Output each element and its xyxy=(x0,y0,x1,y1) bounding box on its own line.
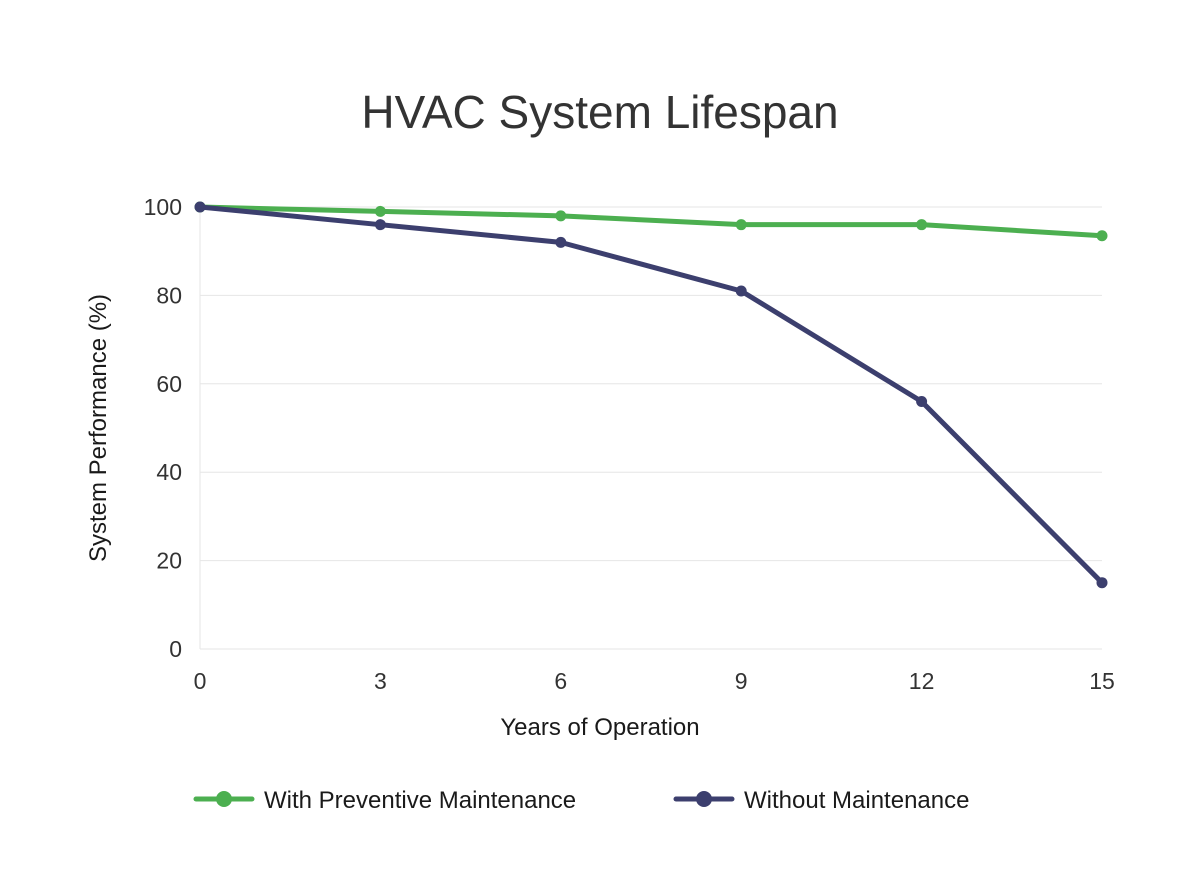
data-point xyxy=(555,210,567,222)
x-tick-label: 0 xyxy=(194,668,207,694)
x-tick-label: 3 xyxy=(374,668,387,694)
x-tick-label: 9 xyxy=(735,668,748,694)
grid-lines xyxy=(199,206,1102,650)
data-point xyxy=(1096,577,1108,589)
chart-title: HVAC System Lifespan xyxy=(361,86,838,138)
y-tick-label: 40 xyxy=(156,459,182,485)
y-tick-label: 80 xyxy=(156,282,182,308)
series-1 xyxy=(194,201,1108,589)
data-point xyxy=(735,285,747,297)
x-tick-label: 12 xyxy=(909,668,935,694)
x-axis-label: Years of Operation xyxy=(500,714,699,741)
y-tick-label: 100 xyxy=(144,194,182,220)
data-point xyxy=(555,236,567,248)
data-point xyxy=(916,395,928,407)
x-tick-label: 15 xyxy=(1089,668,1115,694)
x-tick-label: 6 xyxy=(554,668,567,694)
data-point xyxy=(916,219,928,231)
data-point xyxy=(374,219,386,231)
legend-swatch-marker xyxy=(216,791,232,807)
data-point xyxy=(374,205,386,217)
y-axis-ticks: 0 20 40 60 80 100 xyxy=(144,194,182,662)
series-0 xyxy=(194,201,1108,242)
legend-swatch-marker xyxy=(696,791,712,807)
series-line xyxy=(197,204,1105,239)
legend-label: With Preventive Maintenance xyxy=(264,787,576,814)
y-tick-label: 60 xyxy=(156,371,182,397)
data-point xyxy=(735,219,747,231)
y-axis-label: System Performance (%) xyxy=(85,294,112,562)
legend: With Preventive Maintenance Without Maint… xyxy=(193,787,969,814)
series-line xyxy=(197,204,1105,586)
legend-item: With Preventive Maintenance xyxy=(193,787,576,814)
data-point xyxy=(194,201,206,213)
data-point xyxy=(1096,230,1108,242)
y-tick-label: 0 xyxy=(169,636,182,662)
y-tick-label: 20 xyxy=(156,548,182,574)
legend-item: Without Maintenance xyxy=(673,787,969,814)
x-axis-ticks: 0 3 6 9 12 15 xyxy=(194,668,1115,694)
series-group xyxy=(194,201,1108,589)
legend-label: Without Maintenance xyxy=(744,787,969,814)
